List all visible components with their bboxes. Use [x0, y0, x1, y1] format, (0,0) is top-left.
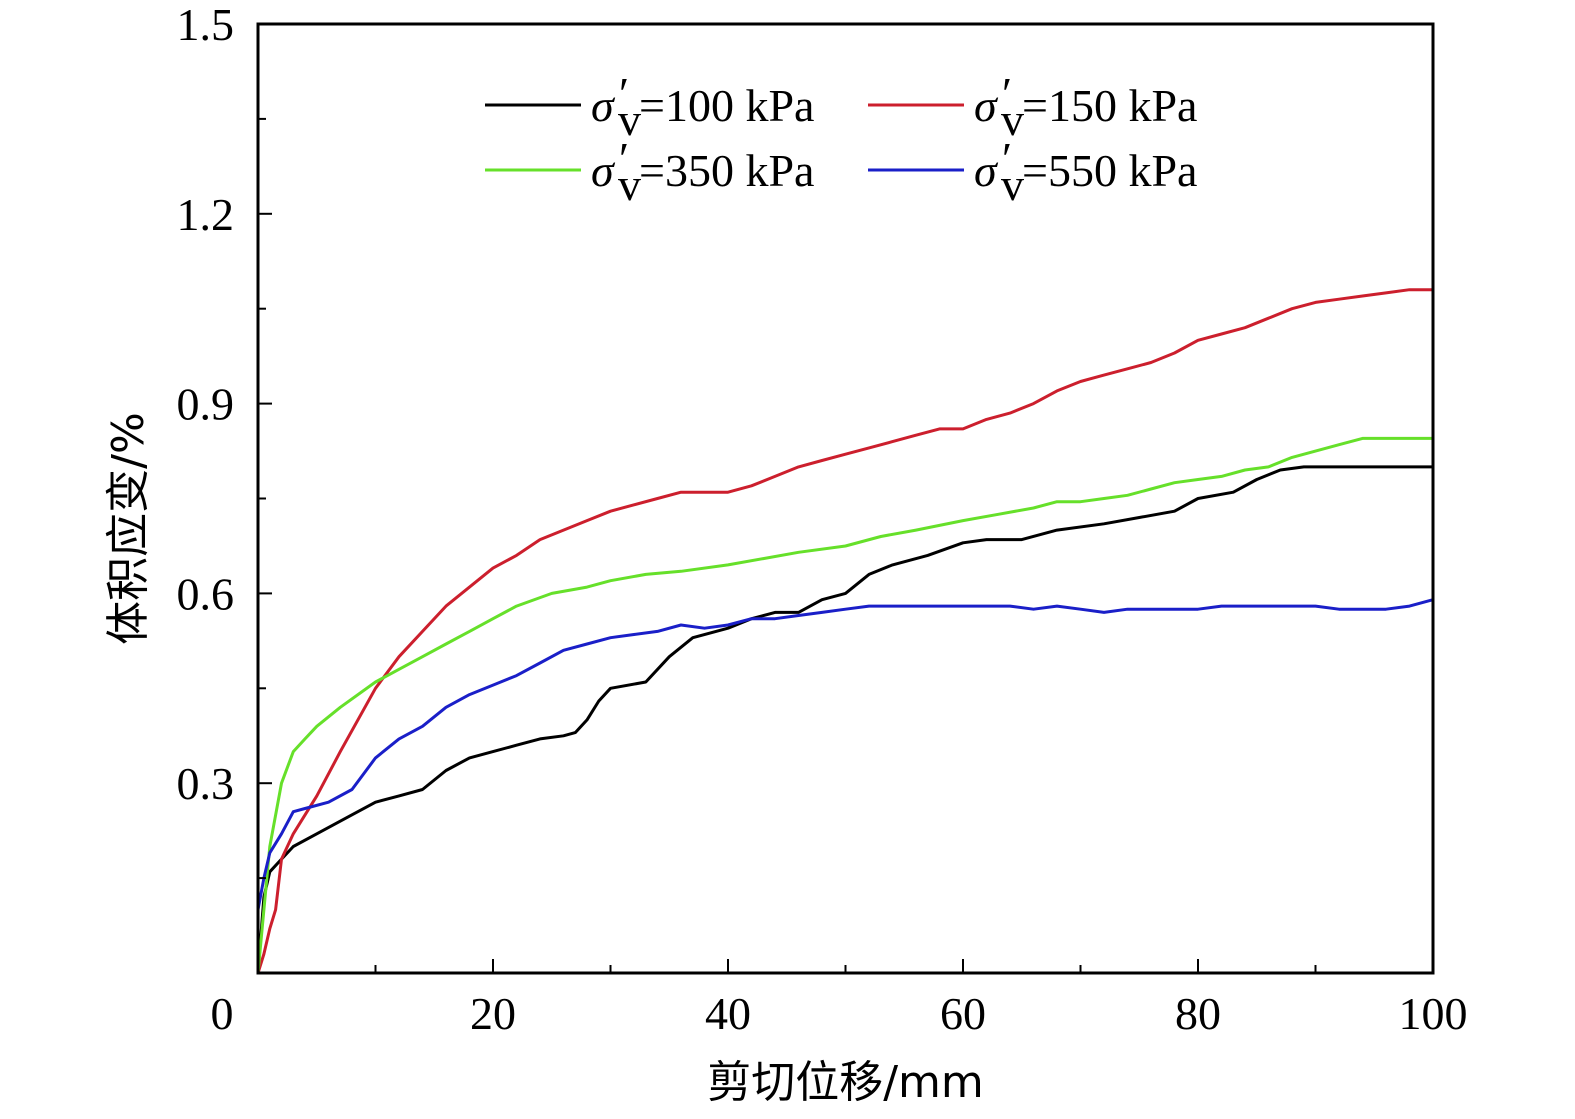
legend-item-2: σ ′v=150 kPa [868, 68, 1197, 145]
x-tick-label: 20 [470, 988, 516, 1039]
series-line-3 [256, 436, 1435, 975]
legend-item-1: σ ′v=100 kPa [485, 68, 814, 145]
x-tick-label: 80 [1175, 988, 1221, 1039]
legend-subscript: v [618, 94, 641, 145]
y-tick-label: 0.3 [177, 758, 235, 809]
series-line-2 [256, 288, 1435, 975]
y-tick-label: 1.2 [177, 189, 235, 240]
legend-sigma: σ [591, 145, 616, 196]
x-tick-label: 40 [705, 988, 751, 1039]
x-tick-label: 100 [1399, 988, 1468, 1039]
series-line-1 [256, 465, 1435, 975]
x-tick-label: 0 [211, 988, 234, 1039]
y-axis-title: 体积应变/% [103, 412, 154, 645]
legend-sigma: σ [974, 80, 999, 131]
legend-label: =100 kPa [639, 80, 814, 131]
legend-subscript: v [1001, 159, 1024, 210]
legend-subscript: v [1001, 94, 1024, 145]
legend-sigma: σ [974, 145, 999, 196]
tick-labels-layer: 02040608010000.30.60.91.21.5 [177, 0, 1468, 1039]
legend-prime: ′ [1002, 133, 1012, 184]
legend-label: =150 kPa [1022, 80, 1197, 131]
legend-prime: ′ [619, 133, 629, 184]
legend-sigma: σ [591, 80, 616, 131]
legend-item-4: σ ′v=550 kPa [868, 133, 1197, 210]
y-tick-label: 0.9 [177, 379, 235, 430]
legend-subscript: v [618, 159, 641, 210]
y-tick-label: 1.5 [177, 0, 235, 50]
series-layer [256, 288, 1435, 975]
legend-prime: ′ [1002, 68, 1012, 119]
plot-frame [256, 22, 1435, 975]
legend-label: =350 kPa [639, 145, 814, 196]
legend-label: =550 kPa [1022, 145, 1197, 196]
y-tick-label: 0.6 [177, 568, 235, 619]
series-line-4 [256, 598, 1435, 912]
x-axis-title: 剪切位移/mm [707, 1057, 984, 1108]
legend-item-3: σ ′v=350 kPa [485, 133, 814, 210]
x-tick-label: 60 [940, 988, 986, 1039]
ticks-layer [257, 23, 1434, 974]
legend-prime: ′ [619, 68, 629, 119]
